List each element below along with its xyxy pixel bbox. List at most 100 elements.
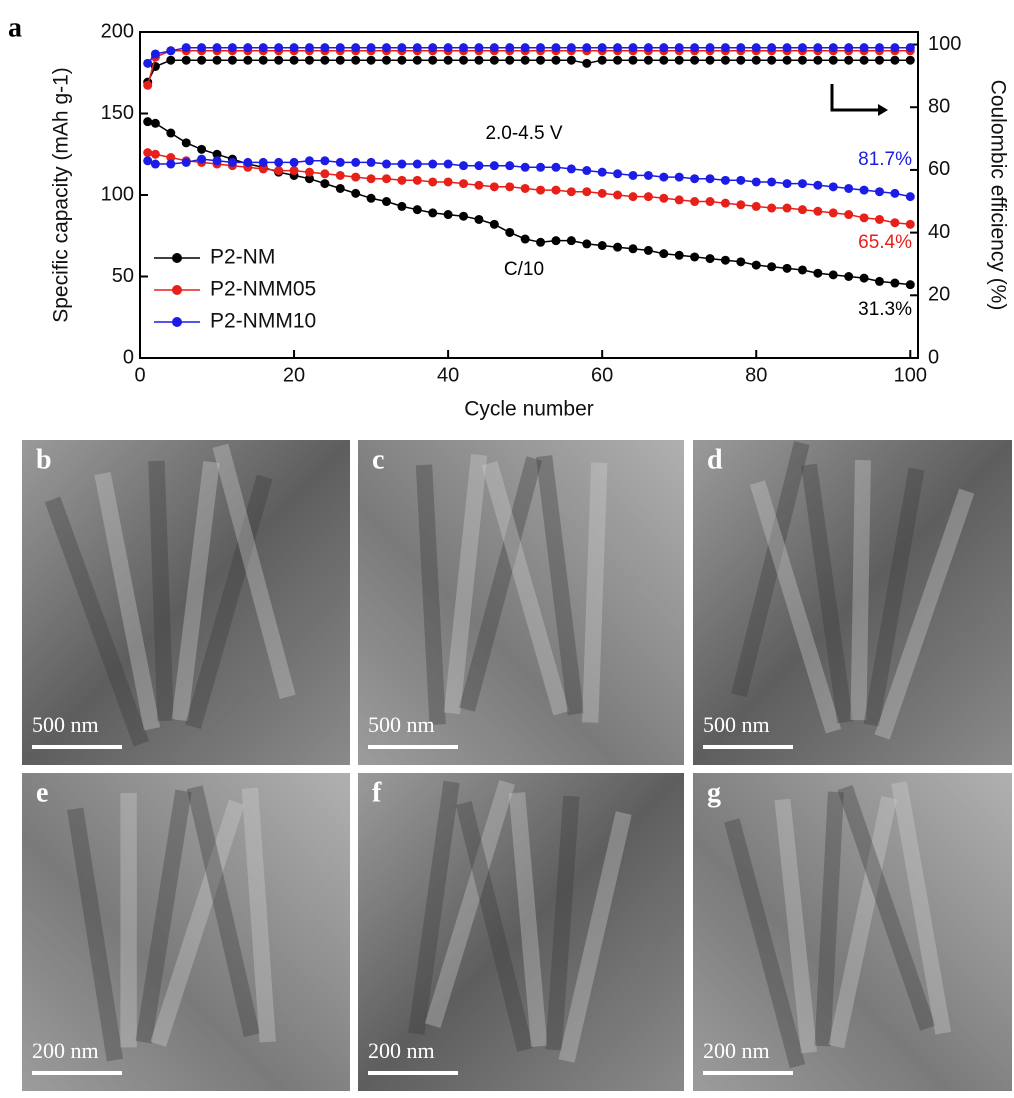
data-point [905,43,915,53]
data-point [459,211,469,221]
data-point [751,177,761,187]
data-point [381,55,391,65]
crystal-texture [828,796,898,1049]
data-point [197,154,207,164]
axis-arrow-head [878,104,888,116]
y-tick-label: 100 [101,183,134,205]
legend-label: P2-NM [210,246,275,269]
y-tick-label: 0 [123,346,134,368]
data-point [212,55,222,65]
micrograph [693,440,1012,765]
data-point [150,149,160,159]
data-point [366,193,376,203]
data-point [751,43,761,53]
data-point [767,55,777,65]
data-point [782,55,792,65]
crystal-texture [535,455,584,716]
data-point [459,179,469,189]
micrograph [22,773,350,1091]
data-point [335,170,345,180]
data-point [628,55,638,65]
data-point [551,55,561,65]
data-point [751,260,761,270]
data-point [150,118,160,128]
data-point [227,55,237,65]
data-point [143,80,153,90]
data-point [874,187,884,197]
data-point [381,174,391,184]
data-point [489,55,499,65]
y2-tick-label: 60 [928,158,950,180]
data-point [351,55,361,65]
data-point [289,55,299,65]
scale-bar-label: 500 nm [368,712,435,737]
data-point [143,156,153,166]
data-point [166,46,176,56]
data-point [890,188,900,198]
data-point [859,43,869,53]
data-point [844,183,854,193]
data-point [705,197,715,207]
data-point [150,159,160,169]
data-point [289,166,299,176]
data-point [844,55,854,65]
data-point [143,58,153,68]
x-tick-label: 100 [894,364,927,386]
data-point [690,197,700,207]
data-point [489,182,499,192]
data-point [582,58,592,68]
data-point [397,43,407,53]
crystal-texture [874,488,975,740]
data-point [690,55,700,65]
data-point [289,157,299,167]
data-point [628,192,638,202]
y-tick-label: 50 [112,265,134,287]
data-point [643,43,653,53]
data-point [143,148,153,158]
data-point [166,159,176,169]
data-point [274,166,284,176]
data-point [566,187,576,197]
data-point [304,156,314,166]
crystal-texture [186,785,260,1038]
crystal-texture [148,460,174,722]
data-point [366,174,376,184]
data-point [459,55,469,65]
crystal-texture [749,480,842,734]
data-point [443,43,453,53]
data-point [320,156,330,166]
data-point [859,273,869,283]
data-point [751,201,761,211]
data-point [797,205,807,215]
x-tick-label: 80 [745,364,767,386]
data-point [197,144,207,154]
axis-arrow [830,84,880,112]
data-point [258,164,268,174]
data-point [597,188,607,198]
data-point [397,201,407,211]
data-point [397,175,407,185]
data-point [459,43,469,53]
crystal-texture [545,795,580,1051]
legend-label: P2-NMM10 [210,310,316,333]
data-point [566,43,576,53]
data-point [243,55,253,65]
data-point [320,55,330,65]
data-point [582,166,592,176]
x-tick-label: 20 [283,364,305,386]
data-point [520,55,530,65]
y2-tick-label: 40 [928,221,950,243]
panel-label: c [372,444,384,475]
data-point [720,198,730,208]
data-point [751,55,761,65]
crystal-texture [120,793,137,1048]
data-point [197,43,207,53]
y2-tick-label: 0 [928,346,939,368]
data-point [690,43,700,53]
y2-tick-label: 100 [928,33,961,55]
data-point [505,161,515,171]
crystal-texture [801,463,854,724]
y-tick-label: 200 [101,20,134,42]
data-point [736,257,746,267]
data-point [197,55,207,65]
